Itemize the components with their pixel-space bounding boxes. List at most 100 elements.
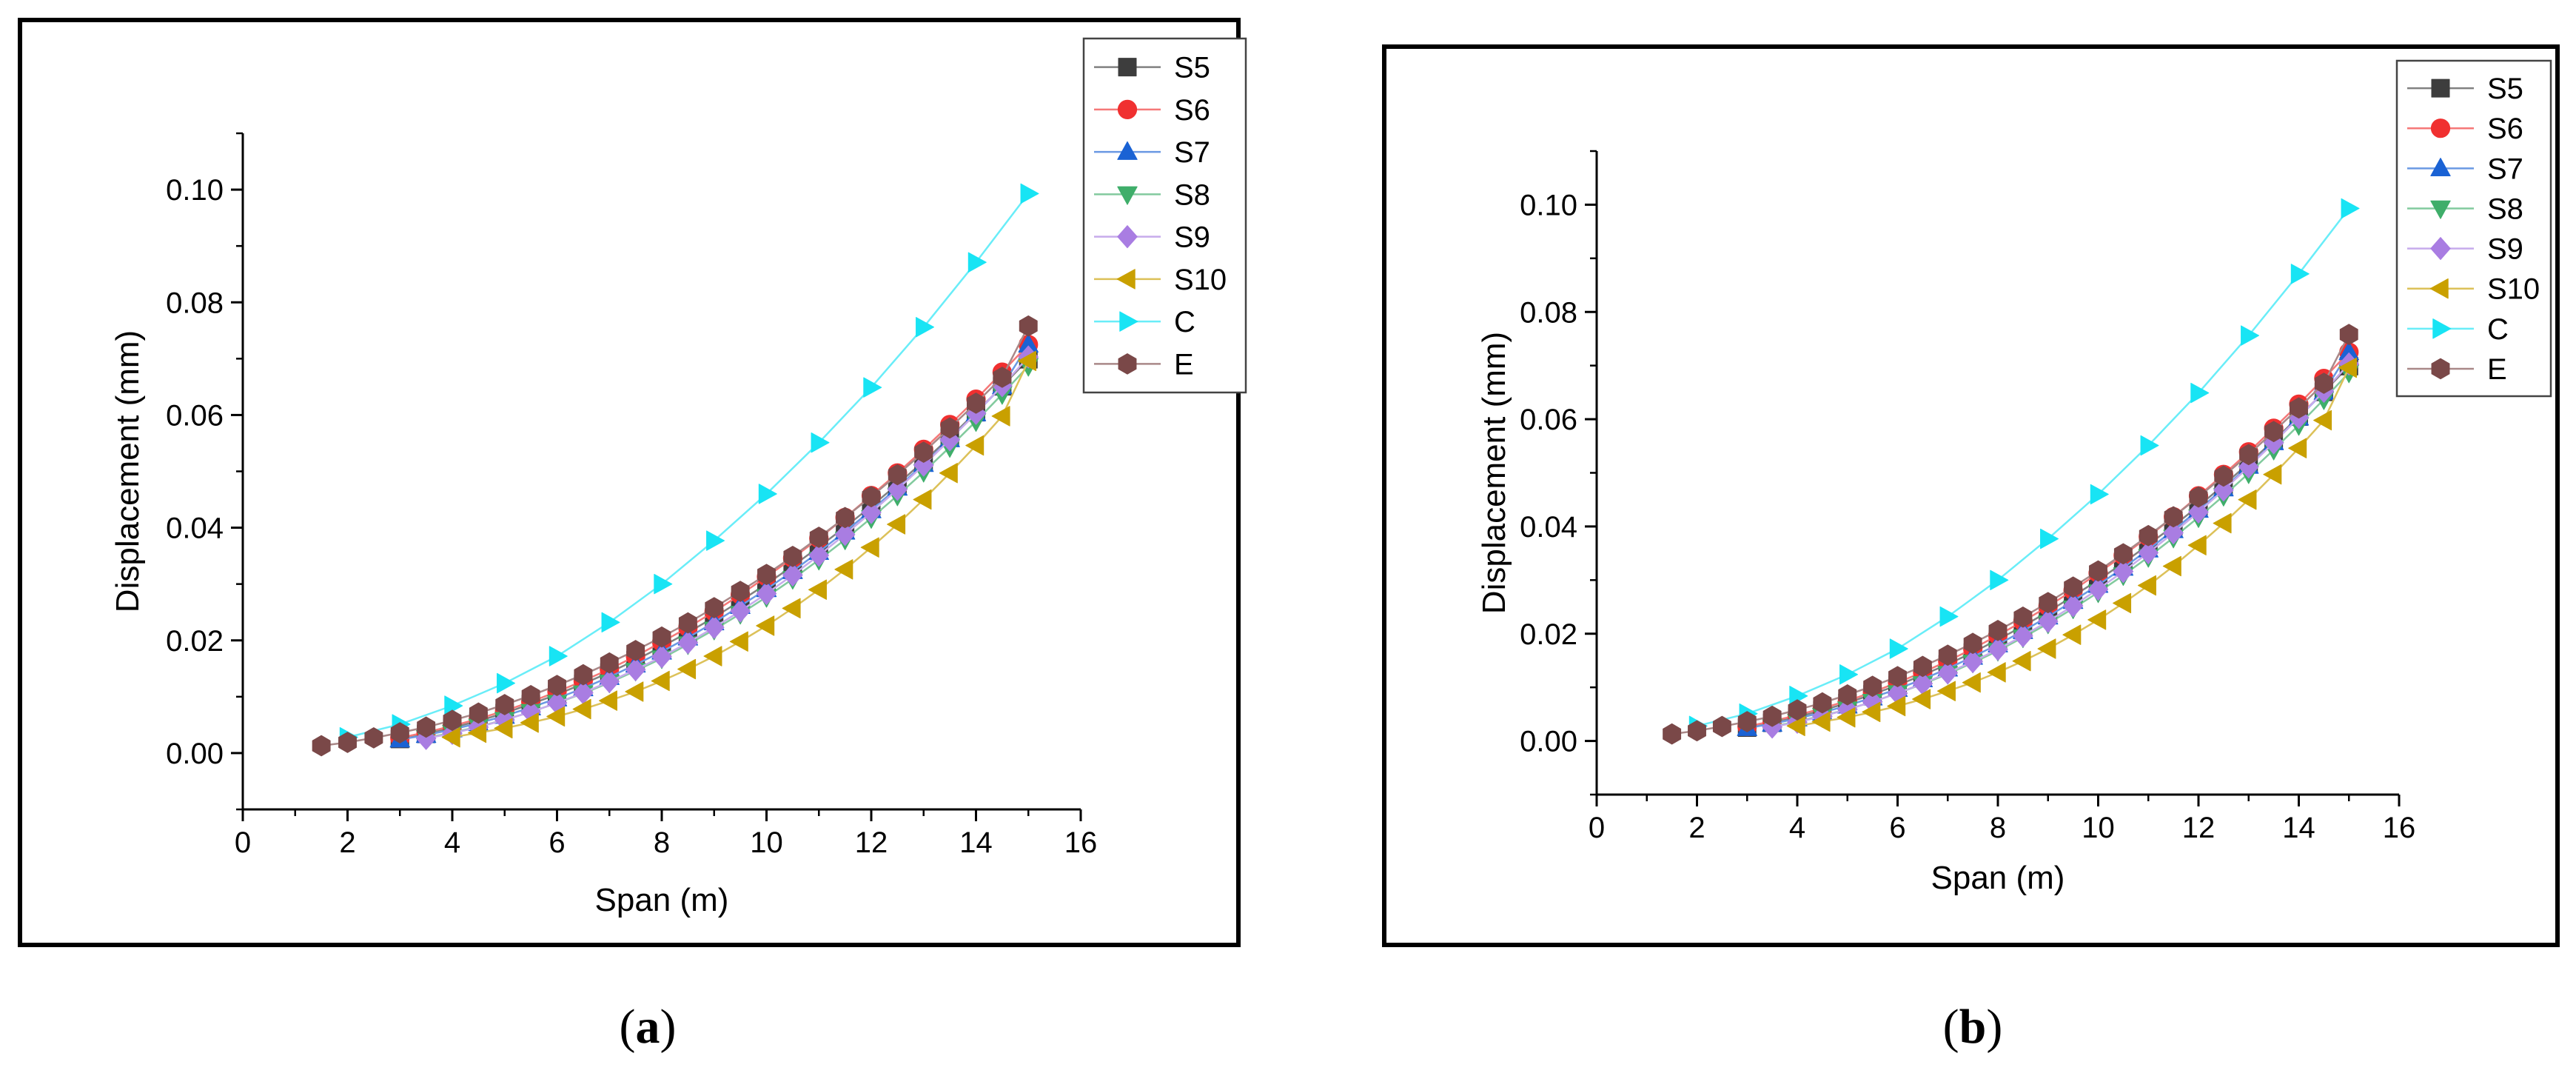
- data-point: [2290, 264, 2310, 284]
- legend-item-s6: S6: [1094, 94, 1210, 127]
- data-point: [390, 722, 409, 743]
- data-point: [2140, 435, 2159, 456]
- x-tick-label: 10: [2082, 812, 2115, 844]
- data-point: [2238, 455, 2259, 479]
- legend-marker: [1118, 58, 1137, 77]
- data-point: [2012, 650, 2031, 672]
- data-point: [1962, 649, 1983, 673]
- legend-marker: [2430, 158, 2451, 177]
- legend-item-s10: S10: [2407, 273, 2540, 306]
- legend-item-s7: S7: [1094, 136, 1210, 169]
- legend-label: C: [2487, 313, 2509, 346]
- data-point: [599, 669, 620, 693]
- data-point: [863, 377, 882, 398]
- series-line: [426, 356, 1030, 740]
- data-point: [2139, 524, 2158, 547]
- plot-area: [1663, 198, 2360, 745]
- series-s5: [390, 350, 1038, 749]
- data-point: [2113, 592, 2132, 614]
- data-point: [862, 486, 881, 508]
- chart-panel-a: 0 2 4 6 8 10 12 14 16 0.00 0.02 0.04 0.06 0.08 0.10 Spa…: [18, 18, 1247, 947]
- data-point: [574, 664, 593, 686]
- legend-marker: [2430, 237, 2451, 261]
- legend-item-c: C: [1094, 306, 1195, 338]
- series-e: [1663, 324, 2358, 745]
- data-point: [520, 712, 539, 733]
- data-point: [2013, 624, 2033, 648]
- legend-marker: [2431, 78, 2450, 98]
- legend-box: [2395, 59, 2552, 398]
- data-point: [1762, 705, 1782, 727]
- plot-area: [312, 183, 1039, 757]
- legend: S5 S6 S7 S8 S9 S10 CE: [2395, 59, 2552, 398]
- y-tick-label: 0.02: [1520, 618, 1577, 651]
- data-point: [1813, 692, 1832, 714]
- data-point: [729, 631, 748, 652]
- data-point: [1019, 315, 1038, 337]
- data-point: [572, 698, 591, 720]
- data-point: [598, 690, 617, 711]
- series-s5: [1737, 356, 2358, 737]
- data-point: [2164, 506, 2183, 528]
- data-point: [916, 317, 935, 338]
- legend-marker: [1118, 353, 1137, 375]
- data-point: [1863, 675, 1882, 698]
- data-point: [782, 563, 803, 587]
- data-point: [2314, 372, 2333, 394]
- data-point: [782, 598, 801, 619]
- data-point: [2213, 478, 2234, 502]
- legend-label: S7: [2487, 153, 2523, 185]
- x-tick-label: 0: [1589, 812, 1605, 844]
- x-tick-label: 6: [1889, 812, 1905, 844]
- data-point: [2087, 609, 2107, 630]
- data-point: [677, 631, 699, 655]
- data-point: [2190, 382, 2210, 404]
- data-point: [1020, 183, 1039, 204]
- data-point: [1737, 711, 1757, 732]
- series-s9: [1762, 352, 2359, 739]
- x-tick-label: 0: [235, 826, 251, 859]
- legend-label: C: [1174, 306, 1195, 338]
- data-point: [2113, 560, 2134, 584]
- legend-marker: [1117, 141, 1138, 160]
- data-point: [2290, 397, 2308, 419]
- chart-panel-b: 0 2 4 6 8 10 12 14 16 0.00 0.02 0.04 0.06 0.08 0.10 Spa…: [1382, 44, 2560, 947]
- caption-close-paren: ): [1986, 1000, 2002, 1054]
- data-point: [549, 646, 568, 666]
- data-point: [758, 484, 777, 504]
- data-point: [1938, 644, 1957, 666]
- y-axis-title: Displacement (mm): [1476, 332, 1512, 614]
- y-tick-label: 0.04: [1520, 511, 1577, 544]
- data-point: [652, 626, 671, 648]
- data-point: [965, 435, 985, 456]
- data-point: [2062, 624, 2082, 645]
- data-point: [1887, 695, 1906, 717]
- data-point: [1987, 662, 2006, 683]
- series-line: [400, 358, 1030, 741]
- data-point: [625, 681, 644, 702]
- data-point: [834, 523, 856, 547]
- y-tick-label: 0.04: [166, 512, 224, 545]
- data-point: [730, 599, 751, 623]
- data-point: [756, 615, 775, 636]
- legend-marker: [2431, 358, 2450, 380]
- legend: S5 S6 S7 S8 S9 S10 CE: [1082, 37, 1247, 394]
- y-tick-label: 0.08: [166, 287, 224, 319]
- data-point: [600, 652, 619, 674]
- legend-marker: [1117, 225, 1138, 249]
- y-tick-label: 0.06: [166, 399, 224, 432]
- series-line: [347, 193, 1030, 738]
- data-point: [626, 640, 645, 661]
- data-point: [2339, 324, 2358, 345]
- data-point: [1811, 711, 1831, 732]
- series-s10: [441, 350, 1036, 748]
- series-c: [339, 183, 1039, 748]
- legend-label: S8: [2487, 193, 2523, 225]
- data-point: [2089, 560, 2107, 582]
- x-tick-label: 4: [444, 826, 460, 859]
- data-point: [967, 252, 987, 273]
- x-tick-label: 14: [2282, 812, 2315, 844]
- x-tick-label: 2: [1688, 812, 1705, 844]
- data-point: [495, 694, 514, 715]
